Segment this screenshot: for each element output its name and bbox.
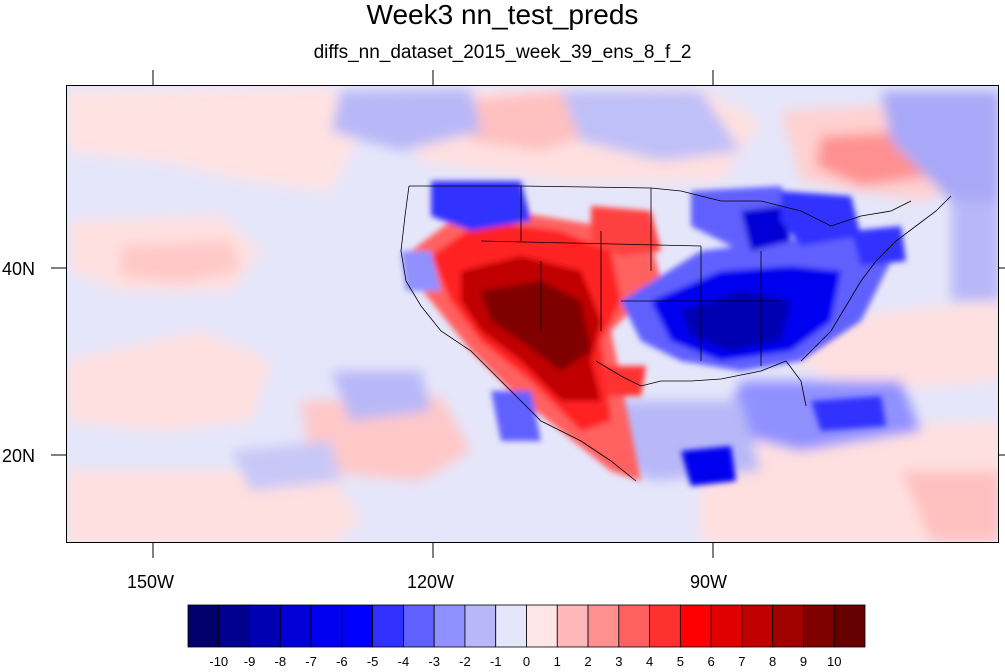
colorbar-box: [249, 604, 281, 648]
colorbar-label: -8: [274, 654, 287, 669]
plot-title: Week3 nn_test_preds: [366, 0, 639, 30]
colorbar-box: [372, 604, 404, 648]
lat-label-40n: 40N: [2, 259, 36, 279]
colorbar-box: [803, 604, 835, 648]
colorbar-box: [279, 604, 312, 648]
colorbar-box: [341, 604, 374, 648]
colorbar-box: [710, 604, 743, 648]
colorbar-label: -9: [243, 654, 256, 669]
colorbar-label: -1: [489, 654, 502, 669]
colorbar-label: -6: [336, 654, 348, 669]
colorbar-box: [310, 604, 343, 648]
colorbar-box: [464, 604, 497, 648]
map-field: [67, 86, 998, 542]
map-panel: [66, 85, 999, 543]
lat-label-20n: 20N: [2, 446, 36, 466]
colorbar-box: [833, 604, 866, 648]
colorbar-box: [649, 604, 681, 648]
colorbar: [187, 604, 866, 648]
colorbar-box: [618, 604, 650, 648]
colorbar-box: [587, 604, 620, 648]
colorbar-label: 5: [676, 654, 684, 669]
colorbar-label: 0: [522, 654, 531, 669]
colorbar-box: [679, 604, 712, 648]
colorbar-box: [526, 604, 558, 648]
colorbar-box: [495, 604, 527, 648]
colorbar-label: -5: [366, 654, 379, 669]
colorbar-box: [403, 604, 435, 648]
colorbar-label: -7: [305, 654, 317, 669]
colorbar-label: -10: [209, 654, 229, 669]
colorbar-box: [218, 604, 250, 648]
lon-label-120w: 120W: [407, 572, 455, 592]
colorbar-label: -4: [397, 654, 410, 669]
colorbar-label: 10: [826, 654, 842, 669]
colorbar-label: 9: [799, 654, 808, 669]
colorbar-label: 8: [769, 654, 777, 669]
colorbar-box: [433, 604, 466, 648]
lon-label-90w: 90W: [690, 572, 728, 592]
colorbar-label: 4: [645, 654, 654, 669]
colorbar-label: -2: [459, 654, 471, 669]
colorbar-box: [741, 604, 774, 648]
colorbar-label: 7: [738, 654, 746, 669]
lon-label-150w: 150W: [127, 572, 175, 592]
colorbar-label: 1: [553, 654, 561, 669]
colorbar-label: 6: [707, 654, 715, 669]
colorbar-box: [187, 604, 220, 648]
colorbar-box: [556, 604, 589, 648]
colorbar-label: 2: [584, 654, 592, 669]
colorbar-box: [772, 604, 804, 648]
colorbar-label: 3: [615, 654, 623, 669]
colorbar-label: -3: [428, 654, 440, 669]
plot-subtitle: diffs_nn_dataset_2015_week_39_ens_8_f_2: [313, 42, 692, 63]
